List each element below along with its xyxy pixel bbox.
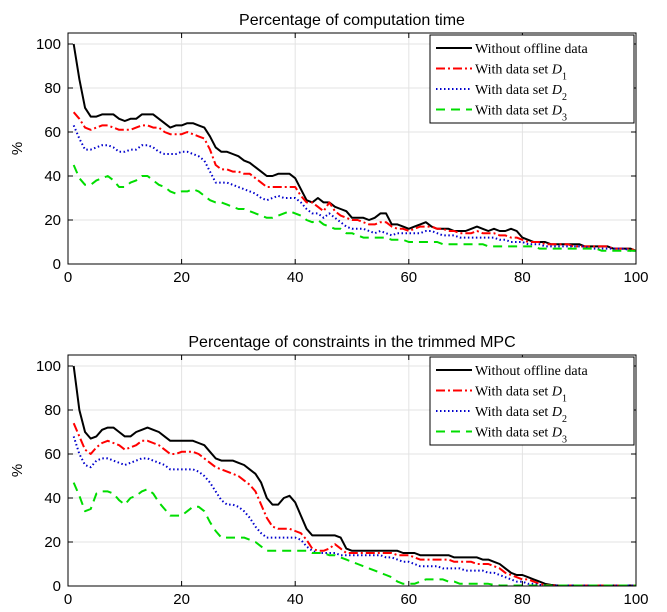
y-tick-label: 60 — [44, 124, 61, 141]
x-tick-label: 100 — [623, 269, 648, 286]
series-line-2 — [72, 422, 636, 586]
legend-label-2: With data set D1 — [475, 385, 567, 405]
legend-label-3: With data set D2 — [475, 83, 567, 103]
x-tick-label: 100 — [623, 591, 648, 608]
axes-box — [67, 354, 637, 587]
y-tick-label: 40 — [44, 168, 61, 185]
y-tick-label: 0 — [53, 578, 61, 595]
x-tick-label: 40 — [287, 269, 304, 286]
legend-label-1: Without offline data — [475, 364, 588, 379]
x-tick-label: 60 — [400, 591, 417, 608]
x-tick-label: 80 — [514, 591, 531, 608]
x-tick-label: 40 — [287, 591, 304, 608]
chart-panel-1: 0 20 40 60 80 100 0 20 40 60 80 100 Percentage of co… — [9, 12, 649, 286]
series-line-3 — [72, 125, 636, 252]
x-tick-label: 20 — [173, 591, 190, 608]
chart-panel-2: 0 20 40 60 80 100 0 20 40 60 80 100 Percentage of co… — [9, 334, 649, 608]
series-line-2 — [72, 111, 636, 252]
x-tick-label: 0 — [64, 591, 72, 608]
axes-box — [67, 32, 637, 265]
legend-label-1: Without offline data — [475, 42, 588, 57]
legend-box — [429, 356, 635, 446]
y-tick-label: 100 — [36, 36, 61, 53]
legend-label-2: With data set D1 — [475, 63, 567, 83]
y-tick-label: 20 — [44, 534, 61, 551]
y-tick-label: 0 — [53, 256, 61, 273]
x-tick-label: 80 — [514, 269, 531, 286]
series-line-1 — [72, 365, 636, 586]
chart-title: Percentage of computation time — [239, 12, 465, 29]
legend-label-4: With data set D3 — [475, 104, 567, 124]
y-tick-label: 20 — [44, 212, 61, 229]
y-axis-label: % — [9, 142, 26, 155]
y-tick-label: 80 — [44, 80, 61, 97]
x-tick-label: 0 — [64, 269, 72, 286]
x-tick-label: 60 — [400, 269, 417, 286]
y-tick-label: 60 — [44, 446, 61, 463]
series-line-4 — [72, 164, 636, 252]
y-tick-label: 80 — [44, 402, 61, 419]
y-axis-label: % — [9, 464, 26, 477]
y-tick-label: 100 — [36, 358, 61, 375]
chart-title: Percentage of constraints in the trimmed… — [188, 334, 515, 351]
y-tick-label: 40 — [44, 490, 61, 507]
legend-label-4: With data set D3 — [475, 426, 567, 446]
x-tick-label: 20 — [173, 269, 190, 286]
legend-label-3: With data set D2 — [475, 405, 567, 425]
legend-box — [429, 34, 635, 124]
series-line-1 — [72, 43, 636, 252]
